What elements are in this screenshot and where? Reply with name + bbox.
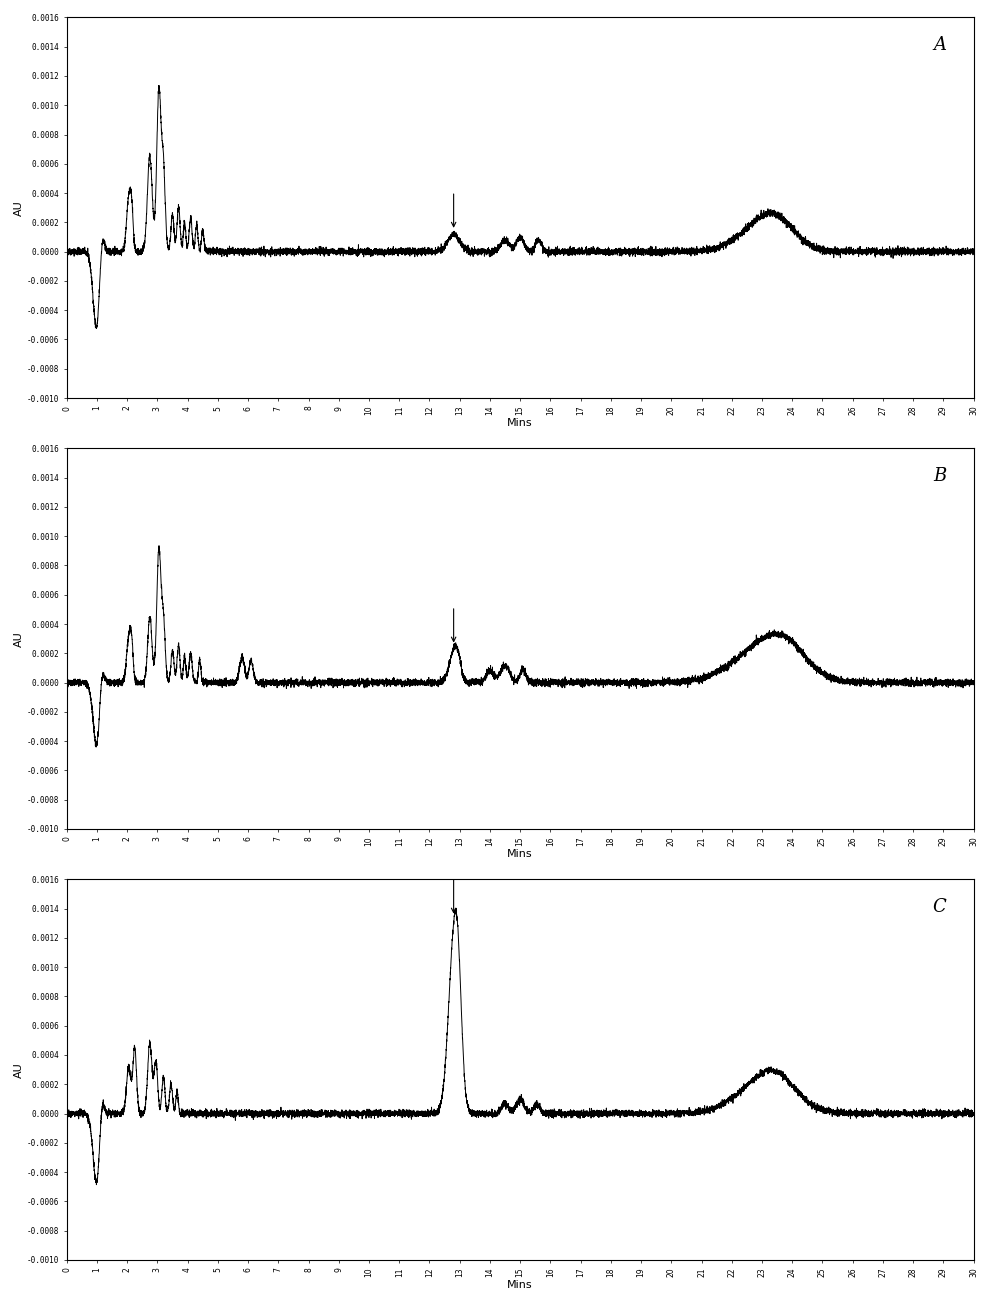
Y-axis label: AU: AU [14, 200, 24, 215]
Text: C: C [932, 898, 946, 917]
Text: A: A [933, 37, 946, 55]
Y-axis label: AU: AU [14, 631, 24, 647]
Text: B: B [933, 467, 946, 485]
X-axis label: Mins: Mins [507, 419, 533, 428]
X-axis label: Mins: Mins [507, 849, 533, 859]
X-axis label: Mins: Mins [507, 1281, 533, 1290]
Y-axis label: AU: AU [14, 1061, 24, 1077]
